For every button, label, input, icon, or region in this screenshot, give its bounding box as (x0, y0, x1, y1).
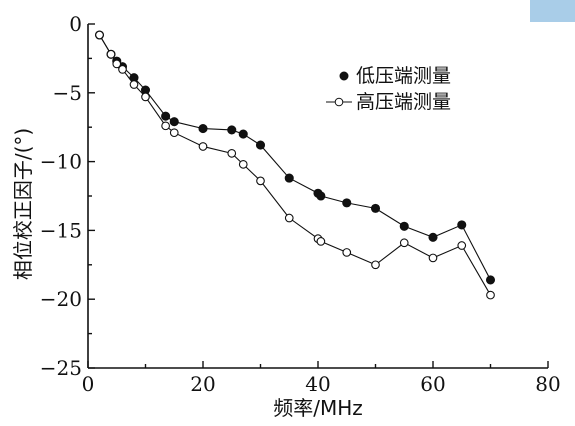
data-point-open (371, 260, 380, 270)
y-tick-label: −15 (40, 218, 82, 242)
data-point-open (457, 241, 467, 250)
x-tick-label: 80 (535, 372, 560, 396)
y-axis-title: 相位校正因子/(°) (11, 128, 35, 280)
data-point-filled (399, 221, 409, 231)
series-layer (94, 30, 496, 300)
data-point-open (238, 160, 248, 169)
data-point-open (428, 253, 438, 263)
y-tick-label: −25 (40, 356, 82, 380)
data-point-open (316, 237, 326, 246)
y-tick-label: −5 (53, 81, 82, 105)
data-point-open (141, 92, 150, 102)
data-point-open (227, 148, 237, 158)
data-point-open (95, 30, 104, 40)
data-point-filled (485, 275, 496, 285)
data-point-filled (457, 220, 467, 230)
data-point-open (169, 128, 179, 138)
data-point-filled (342, 198, 352, 208)
data-point-filled (370, 203, 381, 213)
data-point-filled (284, 173, 294, 183)
data-point-filled (161, 111, 171, 121)
data-point-open (106, 49, 116, 59)
x-tick-label: 20 (190, 372, 215, 396)
corner-tab (530, 0, 575, 22)
data-point-open (161, 121, 170, 131)
data-point-open (129, 80, 139, 89)
y-tick-label: −10 (40, 150, 82, 174)
data-point-open (256, 176, 265, 186)
data-point-filled (227, 125, 237, 135)
data-point-open (198, 142, 208, 151)
data-point-filled (238, 129, 248, 139)
data-point-filled (169, 117, 179, 127)
data-point-open (118, 65, 127, 74)
data-point-open (486, 290, 495, 300)
data-point-filled (255, 140, 266, 150)
legend-marker-filled (339, 71, 349, 81)
data-point-open (112, 59, 122, 69)
series-2 (95, 30, 495, 300)
data-point-open (342, 248, 352, 257)
data-point-filled (316, 191, 326, 201)
x-tick-label: 0 (82, 372, 95, 396)
data-point-filled (428, 232, 438, 242)
x-axis-title: 频率/MHz (273, 396, 363, 420)
y-tick-label: −20 (40, 287, 82, 311)
ticks: 0 20 40 60 80 0 −5 −10 −15 −20 −25 (40, 12, 561, 396)
legend-label-high: 高压端测量 (356, 91, 451, 113)
legend-label-low: 低压端测量 (356, 65, 451, 87)
x-tick-label: 40 (305, 372, 330, 396)
data-point-open (284, 213, 294, 223)
y-tick-label: 0 (69, 12, 82, 36)
legend-marker-open (334, 97, 344, 107)
x-tick-label: 60 (420, 372, 445, 396)
data-point-filled (198, 124, 208, 134)
data-point-open (399, 238, 409, 248)
